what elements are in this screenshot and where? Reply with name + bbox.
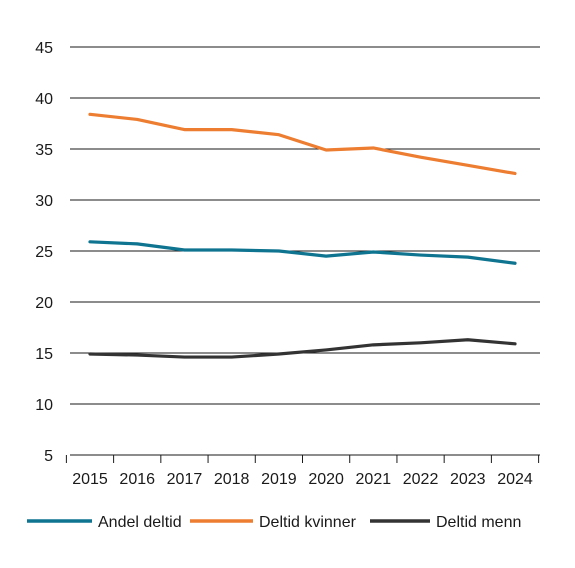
series-line-1: [88, 112, 517, 176]
series-line-0: [88, 240, 517, 265]
y-tick-label: 35: [35, 142, 53, 159]
y-tick-label: 25: [35, 244, 53, 261]
y-tick-label: 30: [35, 193, 53, 210]
legend-label: Andel deltid: [98, 514, 182, 531]
gridlines: [70, 46, 540, 405]
y-tick-label: 10: [35, 397, 53, 414]
y-tick-label: 45: [35, 40, 53, 57]
x-tick-label: 2021: [356, 471, 392, 488]
legend-label: Deltid kvinner: [259, 514, 357, 531]
x-tick-label: 2019: [261, 471, 297, 488]
series-line-2: [88, 338, 517, 359]
x-tick-label: 2018: [214, 471, 250, 488]
y-tick-label: 15: [35, 346, 53, 363]
x-tick-label: 2015: [72, 471, 108, 488]
series-lines: [88, 112, 517, 359]
y-tick-label: 40: [35, 91, 53, 108]
x-tick-label: 2016: [119, 471, 155, 488]
y-tick-label: 20: [35, 295, 53, 312]
x-tick-label: 2022: [403, 471, 439, 488]
x-tick-label: 2020: [308, 471, 344, 488]
y-tick-label: 5: [44, 448, 53, 465]
x-tick-label: 2024: [497, 471, 533, 488]
x-tick-label: 2023: [450, 471, 486, 488]
legend-label: Deltid menn: [436, 514, 521, 531]
axes: 5 10 15 20 25 30 35 40 45 2015 2016 2017 2018 2019 202…: [35, 40, 540, 488]
legend: Andel deltid Deltid kvinner Deltid menn: [27, 514, 521, 531]
x-tick-label: 2017: [167, 471, 203, 488]
